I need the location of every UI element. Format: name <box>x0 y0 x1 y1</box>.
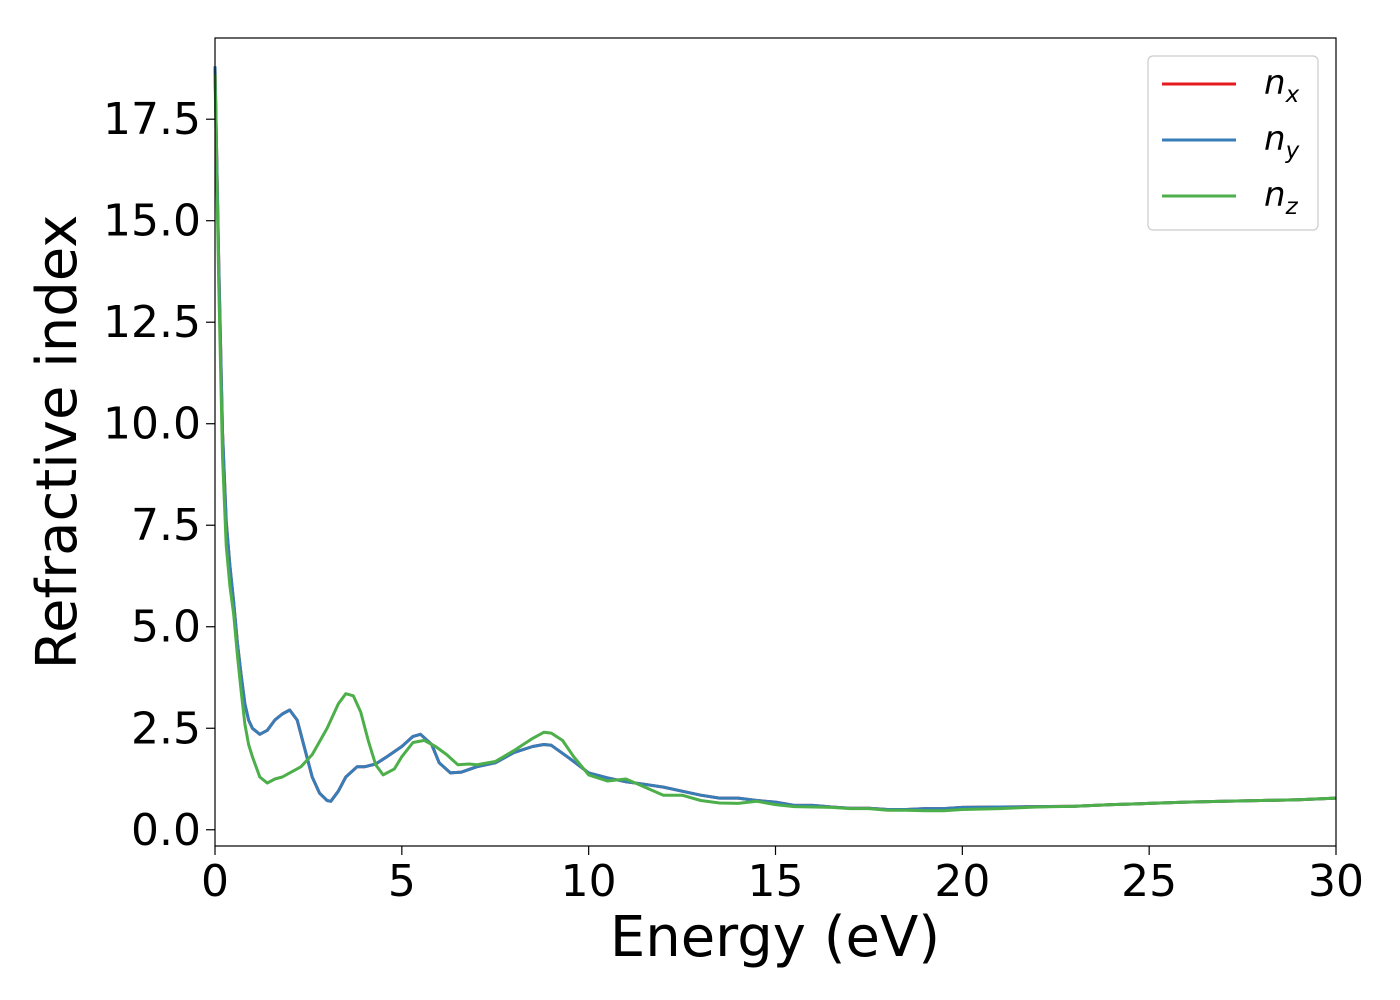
y-axis-title: Refractive index <box>25 215 90 670</box>
x-tick-label: 15 <box>748 856 804 907</box>
x-tick-label: 20 <box>934 856 990 907</box>
legend-box <box>1147 55 1319 231</box>
legend: nx ny nz <box>1147 55 1319 231</box>
y-axis-ticks: 0.0 2.5 5.0 7.5 10.0 12.5 15.0 17.5 <box>103 94 215 856</box>
series-layer <box>213 66 1337 813</box>
legend-label-nz: nz <box>1264 175 1299 220</box>
x-tick-label: 10 <box>561 856 617 907</box>
x-tick-label: 30 <box>1308 856 1364 907</box>
y-tick-label: 15.0 <box>103 196 201 247</box>
x-axis-ticks: 0 5 10 15 20 25 30 <box>201 846 1364 907</box>
y-tick-label: 5.0 <box>131 602 201 653</box>
y-tick-label: 7.5 <box>131 500 201 551</box>
y-tick-label: 12.5 <box>103 297 201 348</box>
legend-label-nx: nx <box>1264 63 1300 108</box>
series-line-nz <box>213 74 1337 813</box>
x-axis-title: Energy (eV) <box>610 905 940 970</box>
y-tick-label: 17.5 <box>103 94 201 145</box>
x-tick-label: 5 <box>388 856 416 907</box>
y-tick-label: 0.0 <box>131 805 201 856</box>
y-tick-label: 10.0 <box>103 399 201 450</box>
legend-label-ny: ny <box>1264 119 1300 164</box>
y-tick-label: 2.5 <box>131 703 201 754</box>
x-tick-label: 0 <box>201 856 229 907</box>
x-tick-label: 25 <box>1121 856 1177 907</box>
